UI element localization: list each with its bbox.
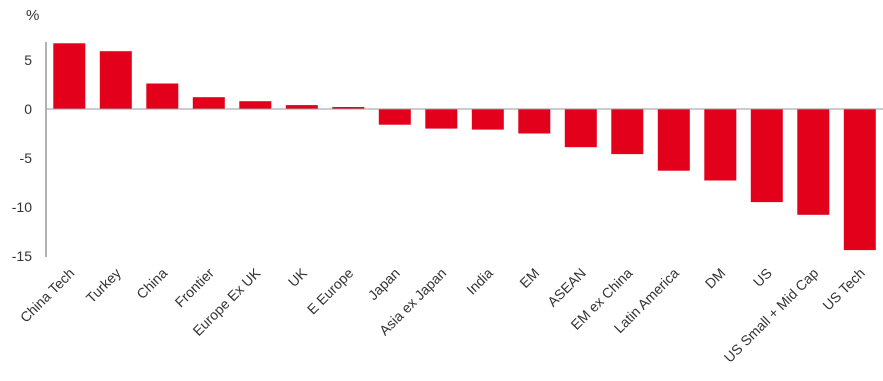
x-tick-label: Japan [365, 265, 403, 303]
x-tick-label: US Tech [819, 265, 868, 314]
x-tick-label: E Europe [304, 265, 357, 318]
x-tick-label: India [463, 265, 496, 298]
bar [797, 109, 830, 215]
bar [192, 97, 225, 109]
bar [425, 109, 458, 129]
y-tick-label: -10 [12, 199, 32, 215]
x-tick-label: Turkey [83, 265, 124, 306]
bar [704, 109, 737, 181]
y-tick-labels: 5 0 -5 -10 -15 [12, 52, 32, 264]
y-axis-unit-label: % [26, 7, 39, 24]
bar [611, 109, 644, 155]
bar [146, 83, 179, 109]
bar [99, 51, 132, 109]
x-tick-label: China [133, 265, 170, 302]
x-tick-label: Frontier [172, 265, 218, 311]
y-tick-label: 0 [24, 101, 32, 117]
bar [843, 109, 876, 251]
x-tick-label: US [750, 265, 775, 290]
y-tick-label: -15 [12, 248, 32, 264]
bar [750, 109, 783, 203]
x-tick-label: China Tech [17, 265, 78, 326]
bar [285, 105, 318, 109]
y-tick-label: 5 [24, 52, 32, 68]
bar [53, 43, 86, 109]
x-tick-label: UK [285, 264, 311, 290]
bar [239, 101, 272, 109]
bar [564, 109, 597, 148]
x-tick-label: ASEAN [544, 265, 589, 310]
bar [518, 109, 551, 134]
bar [378, 109, 411, 125]
bars [53, 43, 876, 251]
y-tick-label: -5 [20, 150, 33, 166]
bar [657, 109, 690, 171]
x-tick-label: EM [516, 265, 542, 291]
bar [471, 109, 504, 130]
x-tick-label: DM [702, 265, 729, 292]
bar [332, 107, 365, 109]
